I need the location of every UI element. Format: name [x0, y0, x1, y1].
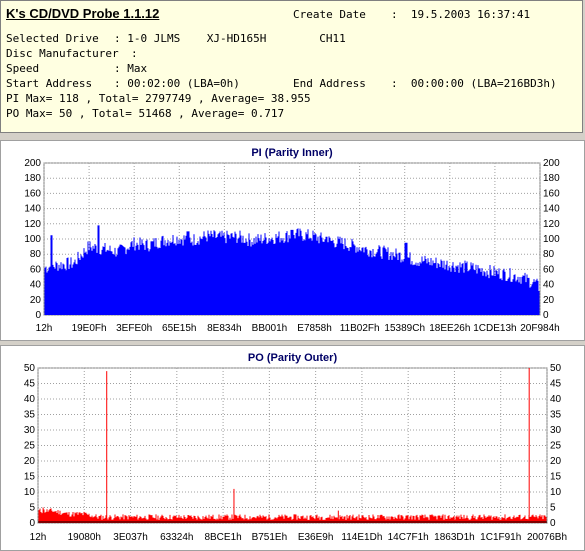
pi-y-tick-left: 180	[24, 173, 41, 184]
po-y-tick-left: 35	[24, 410, 36, 421]
po-y-tick-right: 50	[550, 363, 562, 374]
po-x-tick: 63324h	[160, 532, 193, 543]
pi-y-tick-right: 80	[543, 249, 555, 260]
po-x-tick: 1C1F91h	[480, 532, 521, 543]
pi-x-tick: 15389Ch	[384, 323, 425, 334]
po-y-tick-left: 45	[24, 379, 36, 390]
pi-y-tick-left: 40	[30, 280, 42, 291]
pi-y-tick-right: 40	[543, 280, 555, 291]
pi-y-tick-right: 140	[543, 204, 560, 215]
start-address-value: : 00:02:00 (LBA=0h)	[114, 77, 240, 90]
pi-series	[44, 225, 540, 315]
pi-x-tick: 65E15h	[162, 323, 196, 334]
pi-x-tick: 20F984h	[520, 323, 559, 334]
po-y-tick-right: 20	[550, 456, 562, 467]
po-y-tick-left: 5	[29, 503, 35, 514]
po-x-tick: E36E9h	[298, 532, 334, 543]
pi-x-tick: BB001h	[252, 323, 288, 334]
pi-x-tick: 19E0Fh	[72, 323, 107, 334]
po-x-tick: 19080h	[68, 532, 101, 543]
po-y-tick-left: 10	[24, 487, 36, 498]
pi-y-tick-right: 120	[543, 219, 560, 230]
po-x-tick: 1863D1h	[434, 532, 475, 543]
po-x-tick: 8BCE1h	[204, 532, 241, 543]
po-y-tick-right: 25	[550, 441, 562, 452]
po-chart: PO (Parity Outer) 0 0 5 5 10 10 15 15 20 20 25 25 30 3…	[24, 352, 567, 543]
po-y-tick-left: 40	[24, 394, 36, 405]
po-y-tick-left: 15	[24, 472, 36, 483]
pi-x-tick: 1CDE13h	[473, 323, 516, 334]
po-chart-title: PO (Parity Outer)	[248, 352, 338, 364]
start-address-label: Start Address	[6, 77, 93, 90]
end-address-value: : 00:00:00 (LBA=216BD3h)	[391, 77, 557, 90]
pi-chart-panel: PI (Parity Inner) 0 0 20 20 40 40 60 60 80 80 100 10…	[0, 140, 585, 341]
po-y-tick-right: 0	[550, 518, 556, 529]
pi-summary: PI Max= 118 , Total= 2797749 , Average= …	[6, 92, 311, 105]
po-x-tick: 20076Bh	[527, 532, 567, 543]
pi-y-tick-left: 160	[24, 188, 41, 199]
pi-y-tick-right: 60	[543, 264, 555, 275]
po-x-tick: 114E1Dh	[341, 532, 382, 543]
pi-y-tick-left: 200	[24, 158, 41, 169]
disc-manufacturer-label: Disc Manufacturer	[6, 47, 119, 60]
selected-drive-value: : 1-0 JLMS XJ-HD165H CH11	[114, 32, 346, 45]
po-x-tick: 3E037h	[113, 532, 147, 543]
po-x-tick: B751Eh	[252, 532, 288, 543]
po-y-tick-right: 10	[550, 487, 562, 498]
pi-y-tick-right: 180	[543, 173, 560, 184]
pi-y-tick-left: 20	[30, 295, 42, 306]
create-date-label: Create Date	[293, 8, 366, 21]
disc-manufacturer-value: :	[131, 47, 138, 60]
app-title: K's CD/DVD Probe 1.1.12	[6, 6, 160, 21]
pi-x-tick: 11B02Fh	[340, 323, 380, 334]
pi-y-tick-right: 200	[543, 158, 560, 169]
po-x-tick: 12h	[30, 532, 47, 543]
speed-label: Speed	[6, 62, 40, 75]
pi-y-tick-right: 160	[543, 188, 560, 199]
end-address-label: End Address	[293, 77, 366, 90]
info-panel: K's CD/DVD Probe 1.1.12 Create Date : 19…	[0, 0, 583, 133]
pi-y-tick-left: 0	[35, 310, 41, 321]
pi-y-tick-right: 20	[543, 295, 555, 306]
po-y-tick-right: 40	[550, 394, 562, 405]
pi-x-tick: E7858h	[297, 323, 331, 334]
po-y-tick-right: 5	[550, 503, 556, 514]
pi-y-tick-right: 0	[543, 310, 549, 321]
pi-x-tick: 18EE26h	[429, 323, 470, 334]
pi-y-tick-left: 80	[30, 249, 42, 260]
po-y-tick-left: 20	[24, 456, 36, 467]
pi-y-tick-left: 140	[24, 204, 41, 215]
po-y-tick-left: 25	[24, 441, 36, 452]
po-y-tick-left: 50	[24, 363, 36, 374]
pi-x-tick: 3EFE0h	[116, 323, 152, 334]
selected-drive-label: Selected Drive	[6, 32, 99, 45]
speed-value: : Max	[114, 62, 148, 75]
po-y-tick-left: 0	[29, 518, 35, 529]
pi-x-tick: 12h	[36, 323, 53, 334]
pi-y-tick-right: 100	[543, 234, 560, 245]
pi-y-tick-left: 60	[30, 264, 42, 275]
pi-y-tick-left: 100	[24, 234, 41, 245]
po-y-tick-right: 35	[550, 410, 562, 421]
pi-chart: PI (Parity Inner) 0 0 20 20 40 40 60 60 80 80 100 10…	[24, 147, 560, 334]
create-date-value: : 19.5.2003 16:37:41	[391, 8, 531, 21]
po-y-tick-right: 15	[550, 472, 562, 483]
po-y-tick-right: 30	[550, 425, 562, 436]
pi-chart-title: PI (Parity Inner)	[251, 147, 333, 159]
pi-x-tick: 8E834h	[207, 323, 241, 334]
po-summary: PO Max= 50 , Total= 51468 , Average= 0.7…	[6, 107, 285, 120]
po-x-tick: 14C7F1h	[388, 532, 429, 543]
po-y-tick-left: 30	[24, 425, 36, 436]
po-chart-panel: PO (Parity Outer) 0 0 5 5 10 10 15 15 20 20 25 25 30 3…	[0, 345, 585, 551]
po-series	[38, 368, 547, 523]
pi-y-tick-left: 120	[24, 219, 41, 230]
po-y-tick-right: 45	[550, 379, 562, 390]
